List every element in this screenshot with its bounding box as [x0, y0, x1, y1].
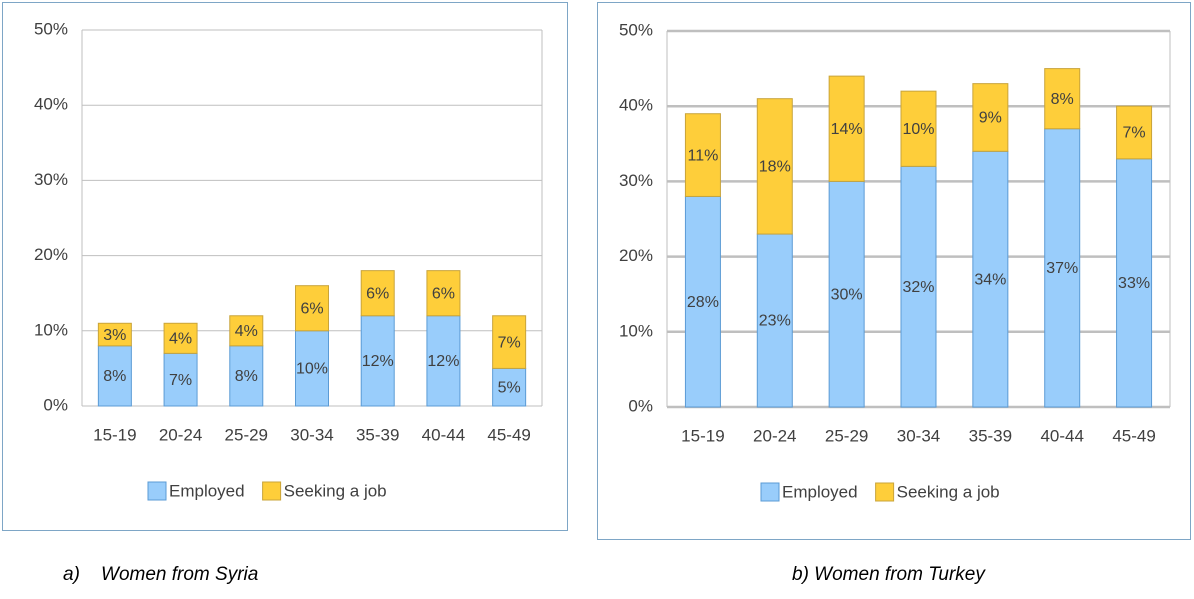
data-label: 18% — [759, 159, 791, 176]
bar-segment — [972, 150, 1009, 408]
x-tick-label: 15-19 — [93, 425, 136, 444]
legend-label: Employed — [782, 482, 858, 501]
bar-segment — [492, 367, 527, 407]
y-tick-label: 30% — [34, 170, 68, 189]
bar-segment — [1044, 68, 1081, 130]
y-tick-label: 10% — [619, 321, 653, 340]
data-label: 4% — [169, 331, 192, 348]
legend-swatch — [262, 481, 282, 501]
caption: a) Women from Syria — [63, 564, 258, 585]
x-tick-label: 30-34 — [897, 426, 940, 445]
y-tick-label: 20% — [619, 246, 653, 265]
data-label: 23% — [759, 313, 791, 330]
data-label: 11% — [688, 147, 719, 164]
data-label: 37% — [1046, 260, 1078, 277]
y-tick-label: 20% — [34, 245, 68, 264]
bar-segment — [1116, 158, 1153, 408]
data-label: 6% — [432, 285, 455, 302]
bar-segment — [756, 233, 793, 408]
bar-segment — [295, 285, 329, 332]
data-label: 9% — [979, 110, 1002, 127]
x-tick-label: 15-19 — [681, 426, 724, 445]
y-tick-label: 0% — [628, 396, 653, 415]
bar-segment — [900, 90, 937, 167]
legend-label: Employed — [169, 481, 245, 500]
data-label: 7% — [169, 372, 192, 389]
data-label: 6% — [300, 300, 323, 317]
legend-label: Seeking a job — [284, 481, 387, 500]
data-label: 3% — [103, 327, 126, 344]
data-label: 34% — [974, 271, 1006, 288]
x-tick-label: 20-24 — [753, 426, 796, 445]
y-tick-label: 0% — [43, 395, 68, 414]
bar-segment — [756, 98, 793, 235]
x-tick-label: 35-39 — [969, 426, 1012, 445]
data-label: 7% — [498, 334, 521, 351]
data-label: 30% — [831, 286, 863, 303]
data-label: 12% — [362, 353, 394, 370]
data-label: 8% — [1051, 91, 1074, 108]
legend-swatch — [147, 481, 167, 501]
bar-segment — [163, 352, 198, 407]
x-tick-label: 35-39 — [356, 425, 399, 444]
bar-segment — [1044, 128, 1081, 408]
y-tick-label: 40% — [619, 96, 653, 115]
legend-swatch — [875, 482, 895, 502]
x-tick-label: 40-44 — [1040, 426, 1083, 445]
bar-segment — [492, 315, 527, 369]
bar-segment — [426, 315, 461, 407]
bar-segment — [229, 315, 264, 347]
data-label: 12% — [427, 353, 459, 370]
data-label: 33% — [1118, 275, 1150, 292]
bar-segment — [97, 345, 132, 407]
bar-segment — [163, 322, 198, 354]
data-label: 10% — [902, 121, 934, 138]
bar-segment — [97, 322, 132, 347]
bar-segment — [972, 83, 1009, 152]
data-label: 4% — [235, 323, 258, 340]
bar-segment — [684, 113, 721, 197]
data-label: 6% — [366, 285, 389, 302]
data-label: 28% — [687, 294, 719, 311]
data-label: 5% — [498, 379, 521, 396]
bar-segment — [426, 270, 461, 317]
chart-frame — [2, 2, 568, 531]
data-label: 14% — [831, 121, 863, 138]
data-label: 8% — [103, 368, 126, 385]
x-tick-label: 25-29 — [225, 425, 268, 444]
bar-segment — [1116, 105, 1153, 160]
x-tick-label: 20-24 — [159, 425, 202, 444]
legend-label: Seeking a job — [897, 482, 1000, 501]
x-tick-label: 45-49 — [487, 425, 530, 444]
data-label: 10% — [296, 361, 328, 378]
x-tick-label: 25-29 — [825, 426, 868, 445]
y-tick-label: 30% — [619, 171, 653, 190]
data-label: 32% — [902, 279, 934, 296]
y-tick-label: 50% — [34, 19, 68, 38]
x-tick-label: 30-34 — [290, 425, 333, 444]
x-tick-label: 40-44 — [422, 425, 465, 444]
bar-segment — [828, 180, 865, 408]
y-tick-label: 10% — [34, 320, 68, 339]
data-label: 8% — [235, 368, 258, 385]
y-tick-label: 40% — [34, 95, 68, 114]
bar-segment — [360, 270, 395, 317]
y-tick-label: 50% — [619, 20, 653, 39]
bar-segment — [828, 75, 865, 182]
x-tick-label: 45-49 — [1112, 426, 1155, 445]
data-label: 7% — [1123, 125, 1146, 142]
legend-swatch — [760, 482, 780, 502]
bar-segment — [229, 345, 264, 407]
caption: b) Women from Turkey — [792, 564, 986, 585]
